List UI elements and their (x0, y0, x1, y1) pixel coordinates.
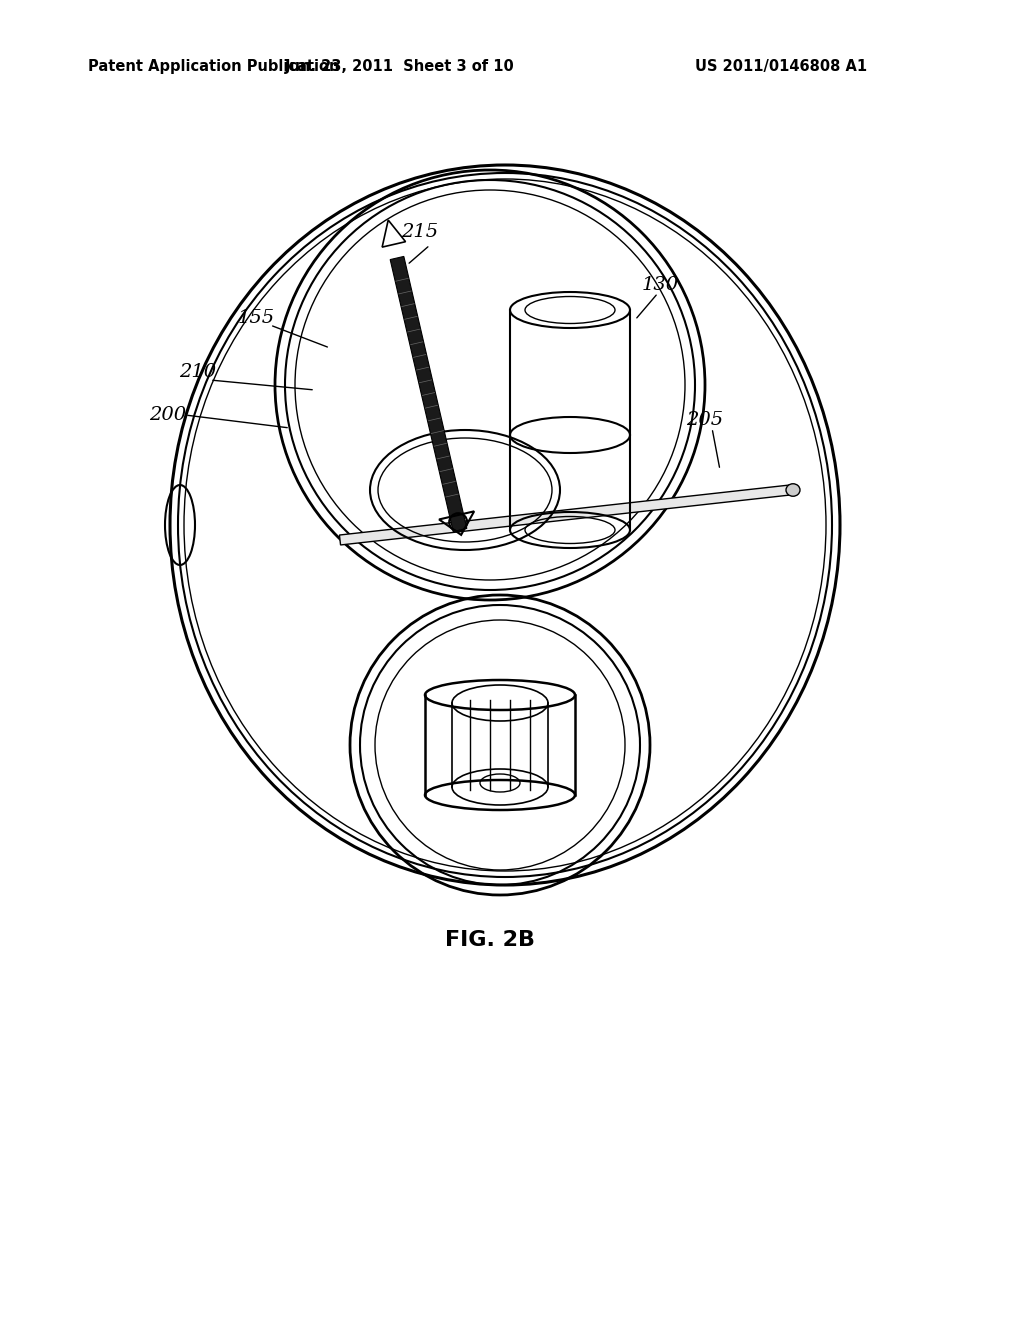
Text: Jun. 23, 2011  Sheet 3 of 10: Jun. 23, 2011 Sheet 3 of 10 (285, 58, 515, 74)
Text: Patent Application Publication: Patent Application Publication (88, 58, 340, 74)
Text: 130: 130 (641, 276, 679, 294)
Polygon shape (339, 484, 791, 545)
Polygon shape (390, 256, 467, 532)
Text: 205: 205 (686, 411, 724, 429)
Text: FIG. 2B: FIG. 2B (445, 931, 535, 950)
Text: US 2011/0146808 A1: US 2011/0146808 A1 (695, 58, 867, 74)
Text: 210: 210 (179, 363, 216, 381)
Text: 155: 155 (238, 309, 274, 327)
Text: 215: 215 (401, 223, 438, 242)
Ellipse shape (786, 483, 800, 496)
Text: 200: 200 (150, 407, 186, 424)
